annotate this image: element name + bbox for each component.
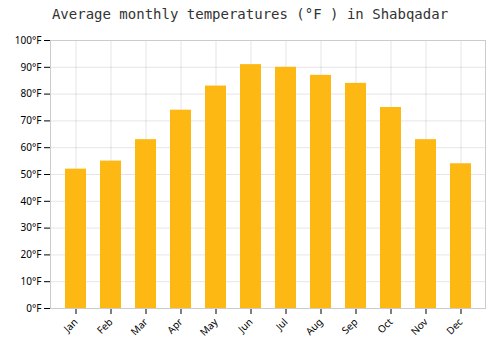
svg-text:Mar: Mar: [127, 315, 150, 338]
svg-text:Feb: Feb: [93, 315, 115, 337]
svg-text:May: May: [196, 314, 221, 339]
svg-text:80°F: 80°F: [21, 86, 42, 100]
svg-text:Apr: Apr: [164, 315, 186, 337]
svg-text:Dec: Dec: [443, 315, 466, 338]
svg-text:70°F: 70°F: [21, 113, 42, 127]
html-text:Average monthly temperatures (: Average monthly temperatures (°F ) in Sh…: [51, 6, 449, 22]
svg-text:Sep: Sep: [338, 315, 360, 337]
svg-text:30°F: 30°F: [21, 220, 42, 234]
svg-text:Jan: Jan: [60, 315, 81, 336]
svg-text:20°F: 20°F: [21, 247, 42, 261]
svg-text:Jul: Jul: [272, 315, 291, 334]
svg-text:50°F: 50°F: [21, 167, 42, 181]
svg-text:0°F: 0°F: [26, 301, 41, 315]
svg-text:60°F: 60°F: [21, 140, 42, 154]
svg-text:Oct: Oct: [374, 315, 396, 337]
svg-text:40°F: 40°F: [21, 194, 42, 208]
svg-text:10°F: 10°F: [21, 274, 42, 288]
svg-text:100°F: 100°F: [15, 33, 42, 47]
svg-text:Aug: Aug: [302, 315, 325, 338]
svg-text:Nov: Nov: [407, 314, 431, 338]
svg-text:Jun: Jun: [234, 315, 255, 336]
svg-text:90°F: 90°F: [21, 60, 42, 74]
